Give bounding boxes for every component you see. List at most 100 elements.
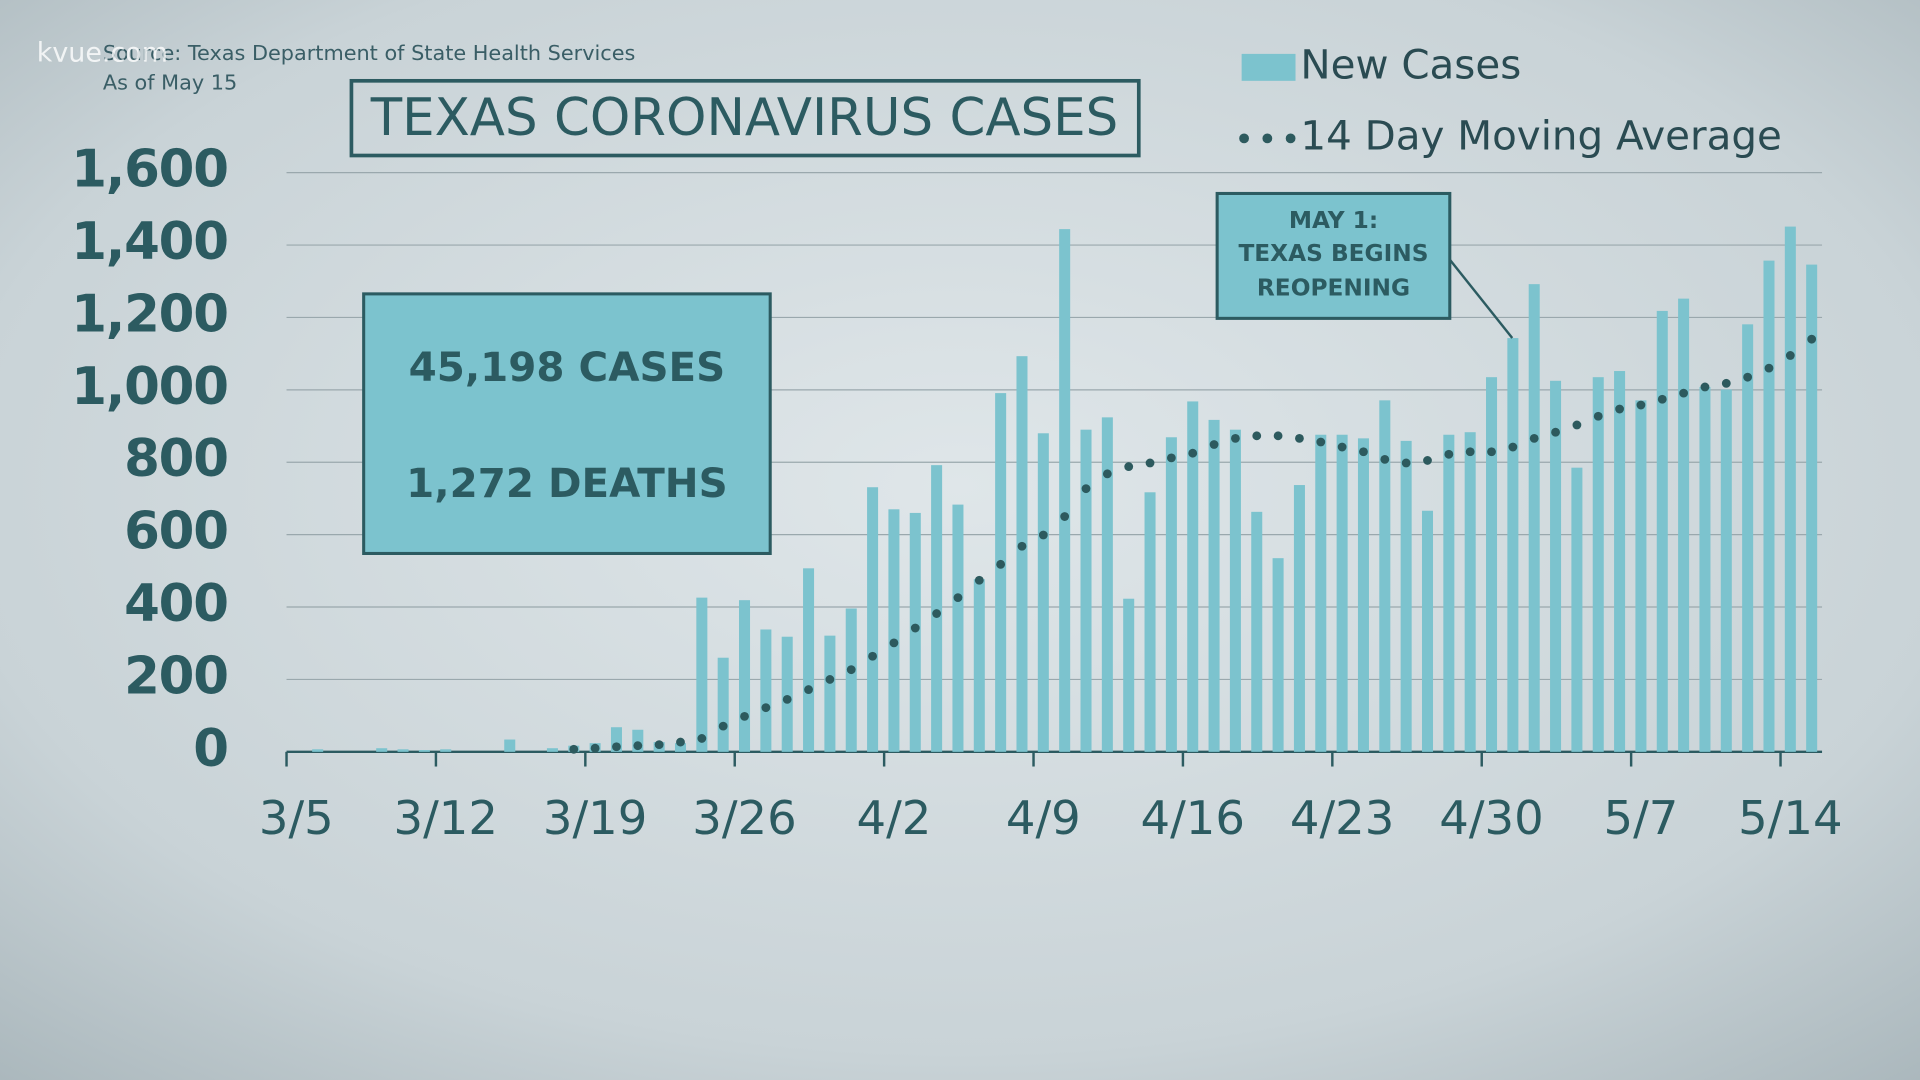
- average-dot: [633, 741, 643, 751]
- average-dot: [1785, 351, 1795, 360]
- average-dot: [718, 721, 728, 731]
- bar: [1614, 371, 1626, 752]
- average-dot: [1593, 411, 1603, 421]
- average-dot: [569, 744, 579, 754]
- callout-text: REOPENING: [1257, 274, 1410, 301]
- callout-text: MAY 1:: [1289, 207, 1378, 234]
- cases-total: 45,198 CASES: [409, 343, 726, 391]
- bar: [1165, 437, 1177, 752]
- average-dot: [1551, 427, 1560, 437]
- bar: [312, 749, 324, 752]
- bar: [1251, 511, 1263, 752]
- x-tick-label: 3/26: [692, 791, 796, 845]
- average-dot: [740, 711, 749, 721]
- average-dot: [1231, 433, 1240, 443]
- bar: [610, 727, 622, 752]
- legend: New Cases 14 Day Moving Average: [1239, 40, 1782, 159]
- x-tick-label: 4/23: [1290, 791, 1394, 845]
- average-dot: [1209, 440, 1219, 449]
- average-dot: [1017, 541, 1027, 551]
- bar: [931, 465, 943, 752]
- bar: [888, 509, 900, 752]
- bar: [376, 748, 388, 752]
- average-dot: [676, 737, 685, 747]
- x-tick-label: 4/2: [856, 791, 931, 845]
- bar: [1421, 510, 1434, 752]
- bar: [845, 608, 857, 752]
- average-dot: [1423, 456, 1432, 465]
- average-dot: [1636, 400, 1646, 410]
- legend-swatch: [1241, 53, 1296, 81]
- y-tick-label: 1,000: [71, 357, 227, 417]
- summary-box: [362, 292, 772, 555]
- bar: [1507, 338, 1519, 752]
- average-dot: [932, 609, 942, 618]
- legend-label: New Cases: [1300, 40, 1521, 88]
- legend-swatch: [1285, 133, 1296, 144]
- average-dot: [761, 703, 771, 713]
- average-dot: [996, 559, 1006, 569]
- average-dot: [1764, 363, 1774, 373]
- bar: [1699, 386, 1711, 752]
- average-dot: [889, 638, 899, 648]
- bar: [1272, 558, 1284, 752]
- y-tick-label: 800: [124, 429, 228, 489]
- average-dot: [846, 665, 856, 675]
- bar: [1336, 434, 1348, 752]
- bar: [824, 635, 836, 752]
- bar: [1016, 356, 1028, 752]
- y-tick-label: 200: [124, 646, 228, 706]
- average-dot: [1401, 458, 1411, 468]
- bar: [1571, 467, 1583, 752]
- average-dot: [654, 740, 664, 750]
- x-tick-label: 4/9: [1006, 791, 1081, 845]
- average-dot: [868, 651, 877, 661]
- average-dot: [1807, 334, 1817, 344]
- bar: [1443, 434, 1455, 752]
- y-tick-label: 0: [193, 719, 228, 779]
- bar: [1763, 260, 1775, 752]
- bar: [867, 487, 879, 752]
- bar: [1208, 419, 1220, 752]
- bar: [1592, 377, 1604, 752]
- average-dot: [1743, 372, 1753, 382]
- average-dot: [1273, 431, 1283, 441]
- average-dot: [590, 743, 600, 753]
- average-dot: [1145, 458, 1155, 468]
- bar: [1123, 598, 1135, 752]
- marks: [312, 226, 1818, 754]
- bar: [760, 629, 772, 752]
- bar: [440, 749, 452, 752]
- average-dot: [1529, 433, 1539, 443]
- bar: [1720, 389, 1732, 752]
- grid: 0 200 400 600 800 1,000 1,200 1,400 1,600 3/5 3/12…: [71, 140, 1842, 845]
- bar: [803, 568, 815, 752]
- bar: [1528, 284, 1540, 752]
- bar: [1379, 400, 1391, 752]
- average-dot: [1038, 530, 1048, 540]
- title-box: [349, 78, 1141, 158]
- bar: [397, 749, 409, 752]
- average-dot: [1316, 437, 1326, 447]
- average-dot: [825, 675, 835, 684]
- bar: [1293, 485, 1305, 752]
- chart-title: TEXAS CORONAVIRUS CASES: [370, 88, 1119, 148]
- x-tick-label: 3/19: [543, 791, 647, 845]
- average-dot: [804, 685, 813, 694]
- x-tick-label: 4/30: [1439, 791, 1543, 845]
- average-dot: [1380, 454, 1390, 464]
- x-tick-label: 5/7: [1603, 791, 1678, 845]
- average-dot: [910, 623, 920, 633]
- bar: [1678, 298, 1690, 752]
- average-dot: [1252, 431, 1262, 441]
- x-tick-label: 5/14: [1738, 791, 1842, 845]
- legend-swatch: [1262, 133, 1273, 144]
- legend-swatch: [1239, 133, 1249, 144]
- average-dot: [1295, 433, 1304, 443]
- bar: [696, 597, 708, 752]
- average-dot: [1359, 447, 1368, 457]
- average-dot: [1721, 378, 1731, 388]
- bar: [1784, 226, 1796, 752]
- y-tick-label: 1,200: [71, 284, 227, 344]
